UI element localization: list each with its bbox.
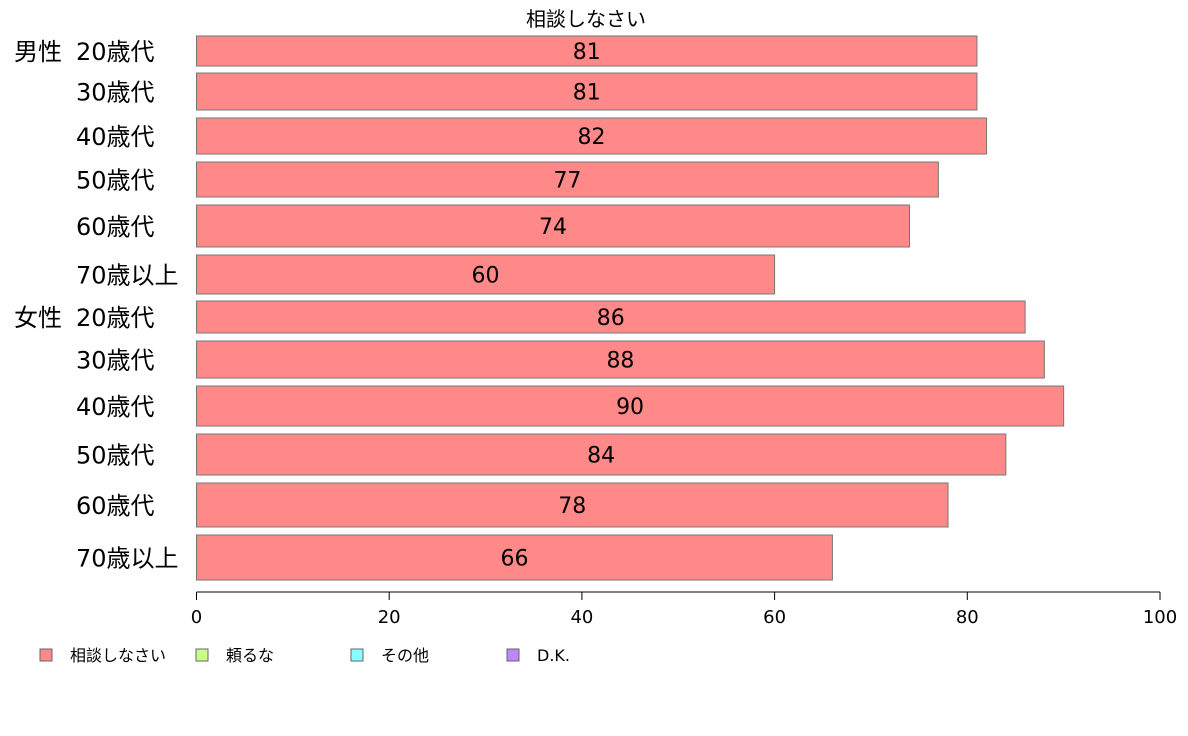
- category-label: 20歳代: [76, 38, 155, 66]
- category-label: 40歳代: [76, 393, 155, 421]
- bar-10: [196, 482, 949, 528]
- bar-9: [196, 433, 1007, 476]
- bar-value-label: 78: [558, 494, 586, 519]
- x-tick-label: 100: [1143, 607, 1177, 628]
- bar-value-label: 66: [500, 547, 528, 572]
- category-label: 30歳代: [76, 79, 155, 107]
- legend-swatch: [350, 648, 364, 662]
- group-label: 女性: [14, 304, 62, 332]
- category-label: 70歳以上: [76, 262, 179, 290]
- bar-2: [196, 117, 988, 155]
- bar-value-label: 84: [587, 444, 615, 469]
- bar-4: [196, 204, 910, 248]
- legend-swatch: [506, 648, 520, 662]
- bar-11: [196, 534, 833, 581]
- x-tick-label: 0: [191, 607, 202, 628]
- bar-value-label: 82: [578, 125, 606, 150]
- bar-value-label: 60: [472, 264, 500, 289]
- legend-label: その他: [381, 646, 429, 665]
- legend-label: 相談しなさい: [70, 646, 166, 665]
- legend-label: 頼るな: [226, 646, 274, 665]
- bar-1: [196, 72, 978, 111]
- bar-8: [196, 385, 1065, 427]
- x-tick-label: 20: [378, 607, 401, 628]
- legend-swatch: [39, 648, 53, 662]
- category-label: 50歳代: [76, 167, 155, 195]
- group-label: 男性: [14, 38, 62, 66]
- bars-layer: 8120歳代男性8130歳代8240歳代7750歳代7460歳代6070歳以上8…: [14, 35, 1065, 581]
- category-label: 20歳代: [76, 304, 155, 332]
- category-label: 40歳代: [76, 123, 155, 151]
- x-axis: 0 20 40 60 80 100: [191, 591, 1177, 628]
- category-label: 70歳以上: [76, 545, 179, 573]
- bar-value-label: 74: [539, 215, 567, 240]
- bar-value-label: 88: [606, 349, 634, 374]
- category-label: 60歳代: [76, 213, 155, 241]
- legend-swatch: [195, 648, 209, 662]
- legend-label: D.K.: [537, 646, 570, 665]
- x-tick-label: 40: [570, 607, 593, 628]
- bar-value-label: 77: [553, 169, 581, 194]
- x-tick-label: 60: [763, 607, 786, 628]
- bar-value-label: 86: [597, 306, 625, 331]
- x-tick-label: 80: [956, 607, 979, 628]
- bar-value-label: 81: [573, 81, 601, 106]
- chart-title: 相談しなさい: [526, 7, 646, 31]
- bar-7: [196, 340, 1045, 379]
- bar-0: [196, 35, 978, 67]
- bar-6: [196, 300, 1026, 334]
- category-label: 30歳代: [76, 347, 155, 375]
- category-label: 50歳代: [76, 442, 155, 470]
- bar-value-label: 81: [573, 40, 601, 65]
- category-label: 60歳代: [76, 492, 155, 520]
- bar-5: [196, 254, 776, 295]
- bar-3: [196, 161, 939, 198]
- bar-value-label: 90: [616, 395, 644, 420]
- legend: 相談しなさい 頼るな その他 D.K.: [39, 646, 570, 665]
